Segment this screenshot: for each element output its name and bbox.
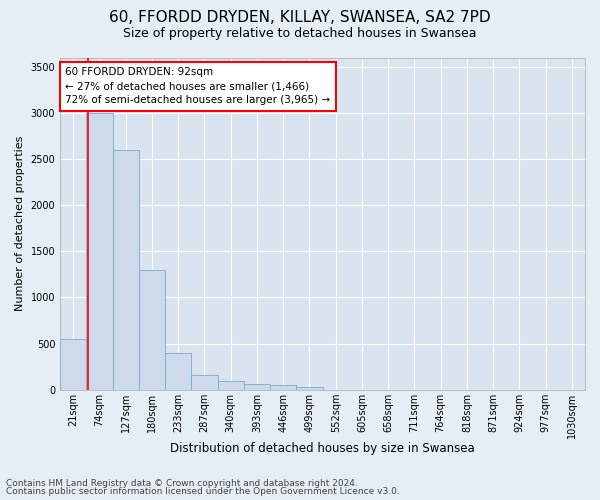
Text: 60, FFORDD DRYDEN, KILLAY, SWANSEA, SA2 7PD: 60, FFORDD DRYDEN, KILLAY, SWANSEA, SA2 … [109, 10, 491, 25]
Text: Size of property relative to detached houses in Swansea: Size of property relative to detached ho… [123, 28, 477, 40]
Bar [244, 384, 270, 390]
Bar [113, 150, 139, 390]
Bar [218, 382, 244, 390]
Bar [86, 113, 113, 390]
Text: Contains public sector information licensed under the Open Government Licence v3: Contains public sector information licen… [6, 488, 400, 496]
Text: 60 FFORDD DRYDEN: 92sqm
← 27% of detached houses are smaller (1,466)
72% of semi: 60 FFORDD DRYDEN: 92sqm ← 27% of detache… [65, 68, 331, 106]
Bar [191, 375, 218, 390]
Text: Contains HM Land Registry data © Crown copyright and database right 2024.: Contains HM Land Registry data © Crown c… [6, 478, 358, 488]
Bar [296, 386, 323, 390]
Bar [165, 353, 191, 390]
X-axis label: Distribution of detached houses by size in Swansea: Distribution of detached houses by size … [170, 442, 475, 455]
Bar [270, 385, 296, 390]
Bar [139, 270, 165, 390]
Bar [60, 339, 86, 390]
Y-axis label: Number of detached properties: Number of detached properties [15, 136, 25, 312]
